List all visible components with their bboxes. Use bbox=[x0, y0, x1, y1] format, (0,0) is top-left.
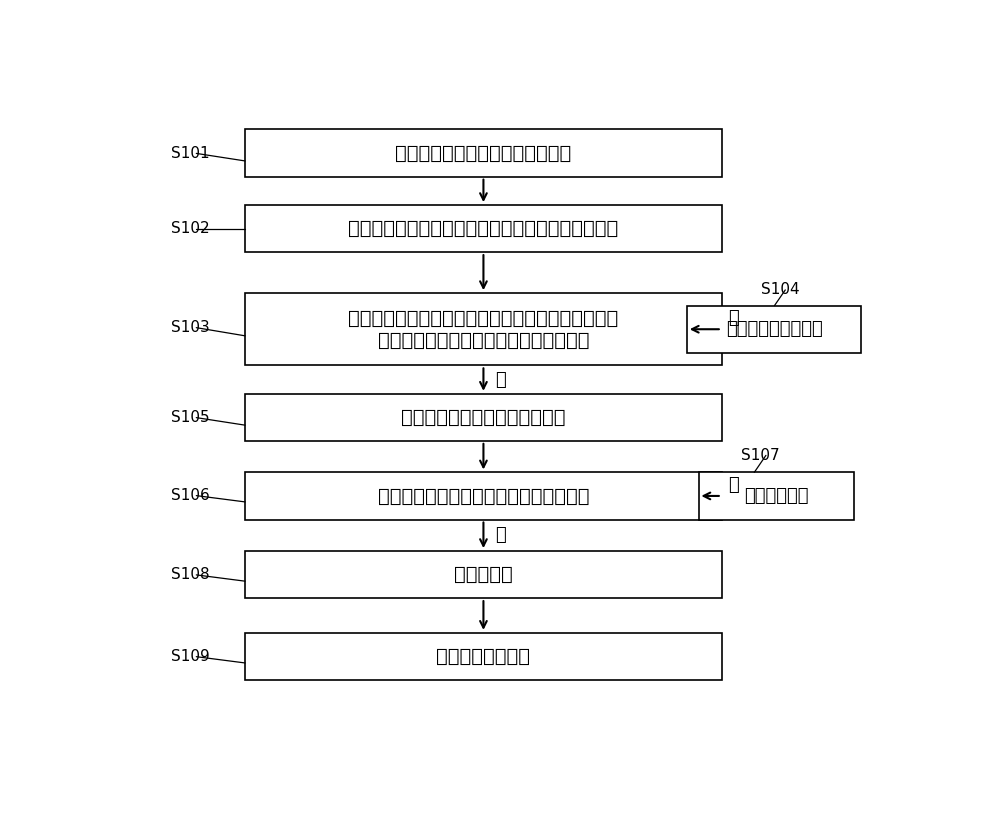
Text: 检测分动箱换挡气缸档位信号和上车取力器档位信号: 检测分动箱换挡气缸档位信号和上车取力器档位信号 bbox=[348, 219, 619, 238]
Text: S105: S105 bbox=[172, 410, 210, 425]
Bar bbox=[245, 632, 722, 680]
Bar bbox=[245, 394, 722, 441]
Text: 在下车启动发动机，打开取力开关: 在下车启动发动机，打开取力开关 bbox=[395, 144, 572, 163]
Text: S107: S107 bbox=[741, 448, 780, 463]
Bar bbox=[245, 293, 722, 365]
Bar bbox=[245, 130, 722, 176]
Bar bbox=[245, 472, 722, 520]
Text: S104: S104 bbox=[761, 283, 799, 297]
Text: 判断所述分动箱换挡气缸档位信号是否为空挡信号且
上车取力器档位信号是否为取力档位信号: 判断所述分动箱换挡气缸档位信号是否为空挡信号且 上车取力器档位信号是否为取力档位… bbox=[348, 309, 619, 350]
Text: 离合器不闭合: 离合器不闭合 bbox=[744, 487, 808, 505]
Bar bbox=[687, 306, 861, 353]
Text: S103: S103 bbox=[172, 320, 210, 335]
Text: 断开离合器，锁定变速箱的档位: 断开离合器，锁定变速箱的档位 bbox=[401, 408, 566, 426]
Text: S106: S106 bbox=[172, 488, 210, 503]
Bar bbox=[698, 472, 854, 520]
Text: 检测是否有点油门后立即松开的动作信号: 检测是否有点油门后立即松开的动作信号 bbox=[378, 486, 589, 506]
Bar bbox=[245, 551, 722, 598]
Bar bbox=[245, 205, 722, 252]
Text: S109: S109 bbox=[172, 650, 210, 664]
Text: S101: S101 bbox=[172, 146, 210, 161]
Text: 执行上车取力操作: 执行上车取力操作 bbox=[436, 647, 530, 666]
Text: 不锁定变速箱的档位: 不锁定变速箱的档位 bbox=[726, 320, 822, 338]
Text: S108: S108 bbox=[172, 567, 210, 583]
Text: 否: 否 bbox=[728, 309, 739, 327]
Text: 是: 是 bbox=[495, 371, 506, 389]
Text: 否: 否 bbox=[728, 475, 739, 493]
Text: 离合器闭合: 离合器闭合 bbox=[454, 565, 513, 584]
Text: S102: S102 bbox=[172, 221, 210, 236]
Text: 是: 是 bbox=[495, 526, 506, 544]
